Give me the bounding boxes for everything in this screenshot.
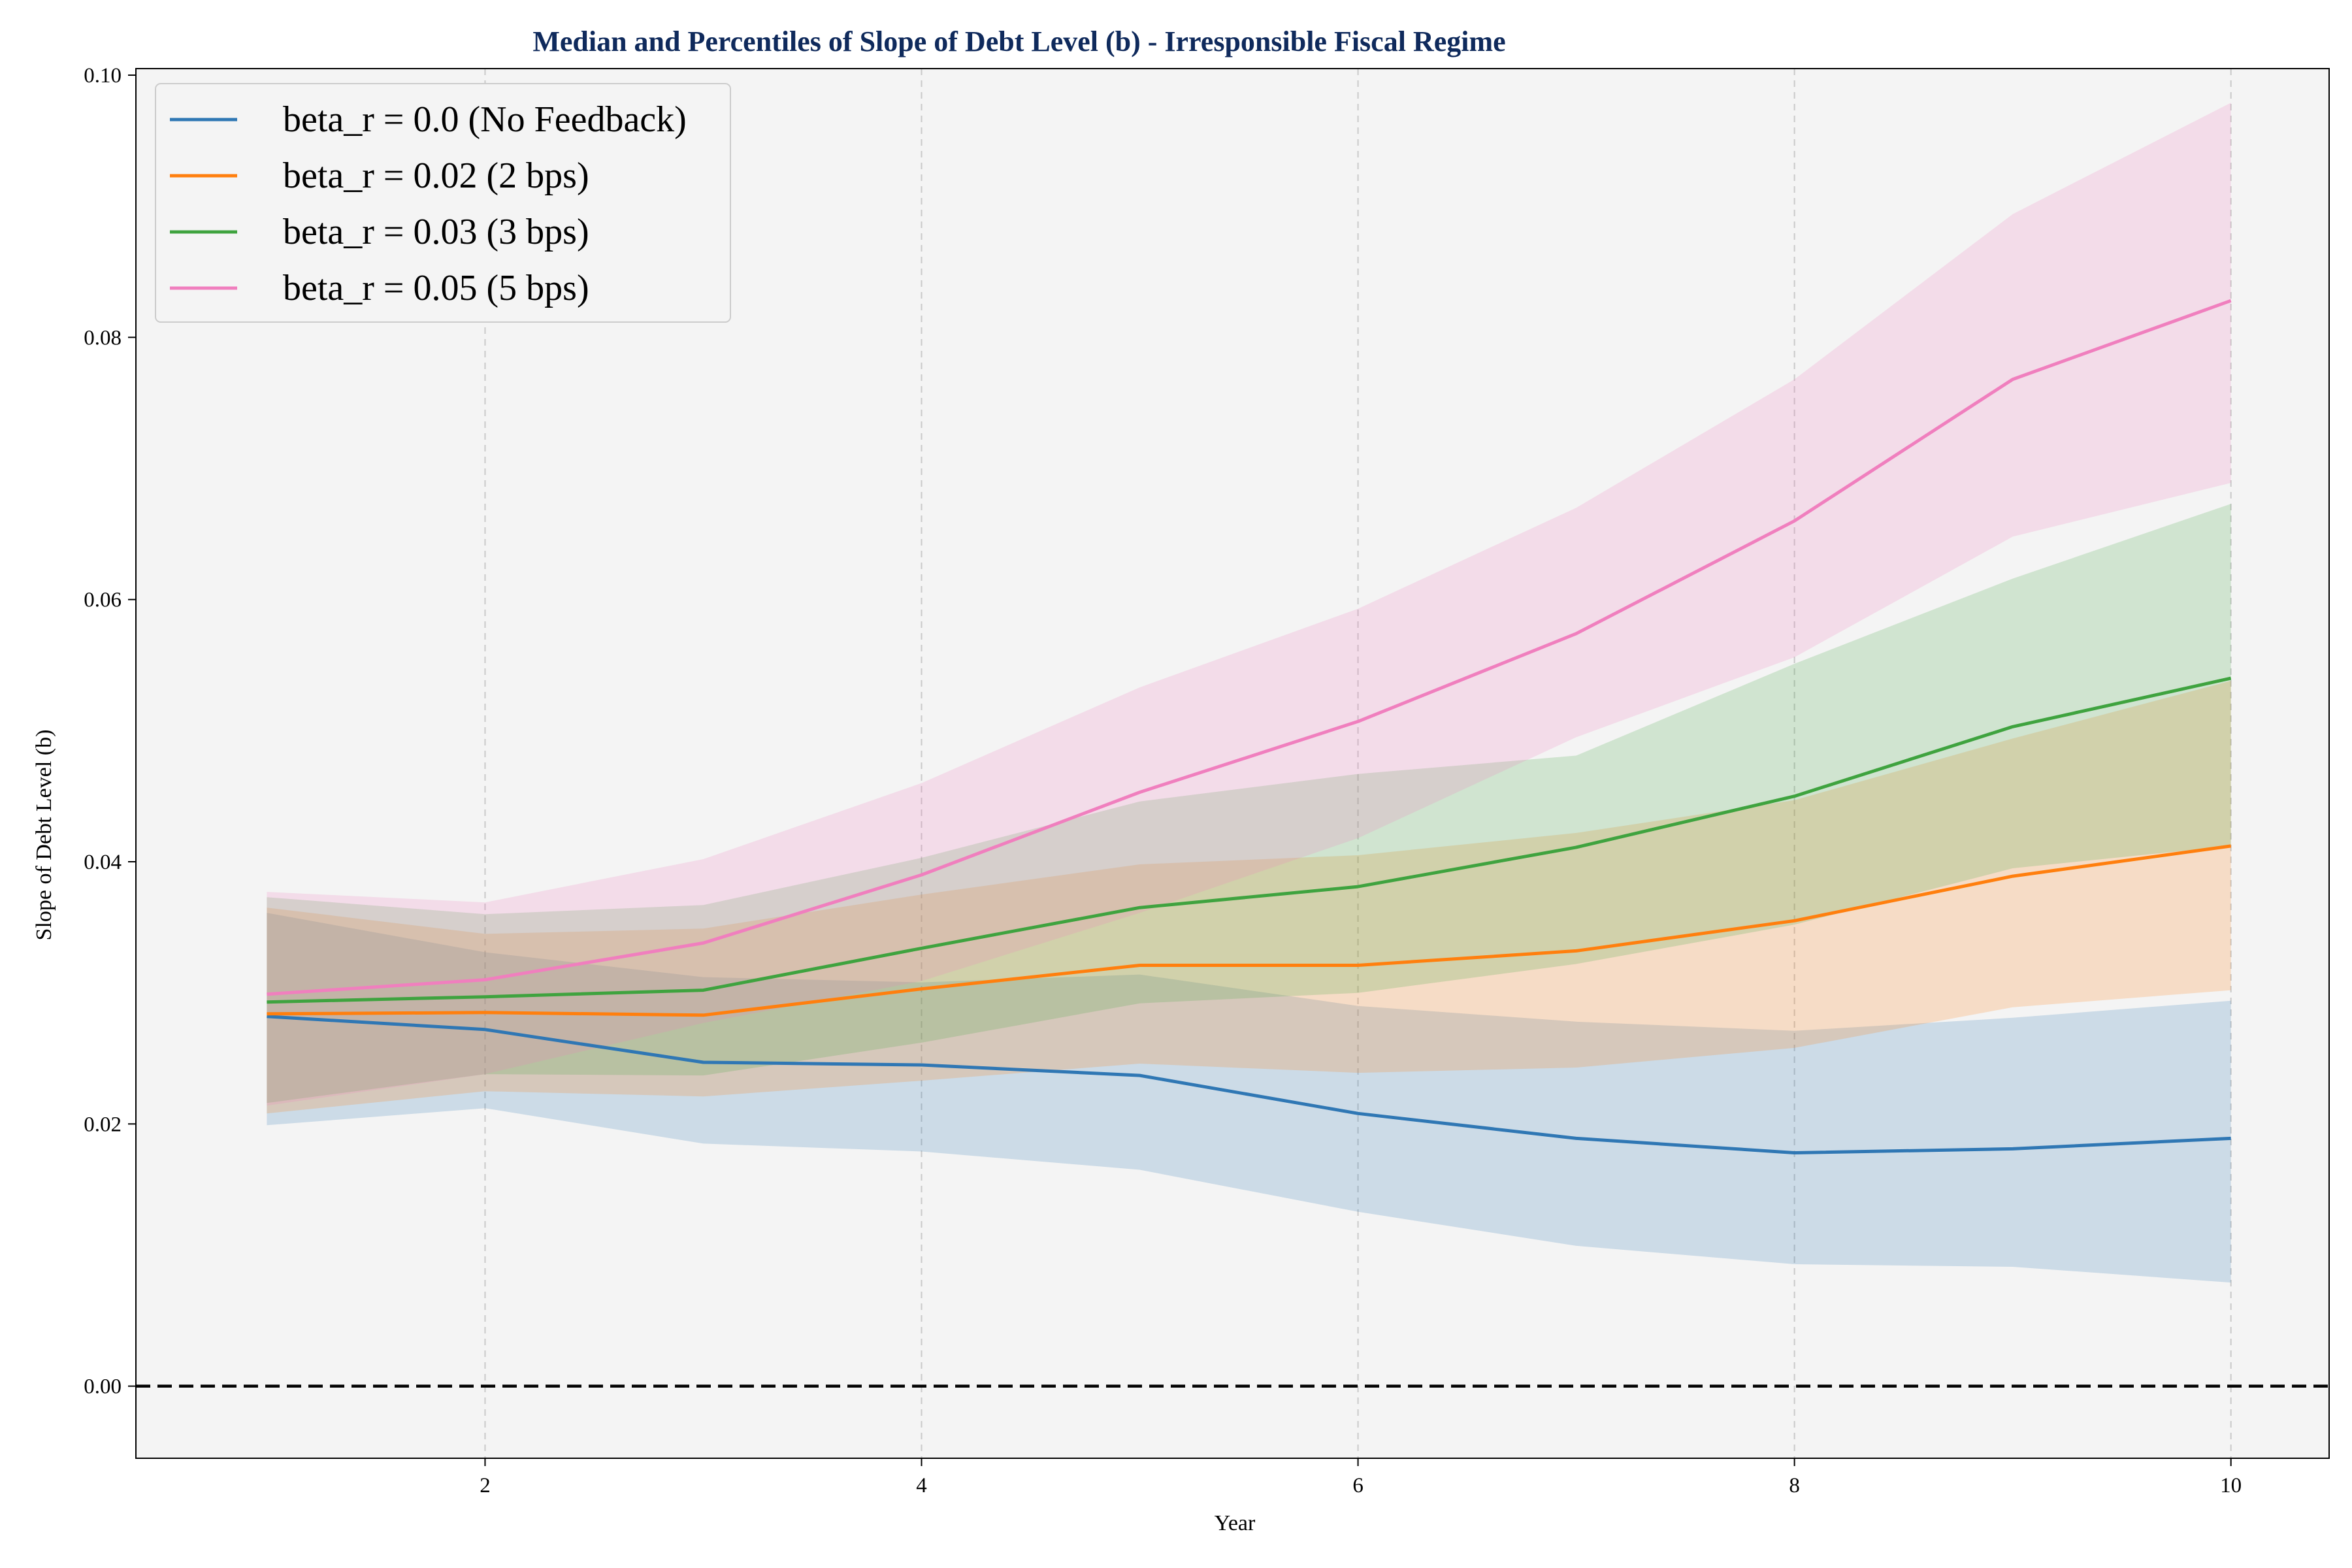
legend-label-0: beta_r = 0.0 (No Feedback) — [283, 99, 687, 140]
band-series-2 — [267, 504, 2231, 1103]
x-tick-label: 2 — [480, 1474, 491, 1497]
y-axis-ticks: 0.00 0.02 0.04 0.06 0.08 0.10 — [84, 64, 136, 1399]
y-tick-label: 0.10 — [84, 64, 122, 88]
legend-label-2: beta_r = 0.03 (3 bps) — [283, 212, 589, 252]
grid — [484, 69, 2232, 1458]
y-tick-label: 0.08 — [84, 326, 122, 350]
legend-box — [155, 83, 731, 323]
x-tick-label: 6 — [1352, 1474, 1364, 1497]
x-tick-label: 4 — [916, 1474, 927, 1497]
legend-label-3: beta_r = 0.05 (5 bps) — [283, 268, 589, 308]
x-axis-ticks: 2 4 6 8 10 — [480, 1458, 2242, 1497]
legend: beta_r = 0.0 (No Feedback) beta_r = 0.02 … — [155, 83, 731, 323]
median-line-series-1 — [267, 844, 2232, 1017]
plot-frame — [135, 68, 2330, 1459]
median-lines — [267, 299, 2232, 1154]
x-tick-label: 10 — [2220, 1474, 2242, 1497]
y-tick-label: 0.04 — [84, 851, 122, 874]
y-tick-label: 0.06 — [84, 589, 122, 612]
band-series-3 — [267, 103, 2231, 1106]
y-tick-label: 0.02 — [84, 1113, 122, 1136]
y-axis-label: Slope of Debt Level (b) — [32, 730, 56, 941]
band-series-0 — [267, 913, 2231, 1283]
x-tick-label: 8 — [1789, 1474, 1800, 1497]
median-line-series-2 — [267, 676, 2232, 1004]
median-line-series-3 — [267, 299, 2232, 996]
y-tick-label: 0.00 — [84, 1375, 122, 1399]
x-axis-label: Year — [1215, 1511, 1256, 1535]
median-line-series-0 — [267, 1015, 2231, 1154]
legend-label-1: beta_r = 0.02 (2 bps) — [283, 155, 589, 196]
chart-title: Median and Percentiles of Slope of Debt … — [532, 25, 1505, 57]
